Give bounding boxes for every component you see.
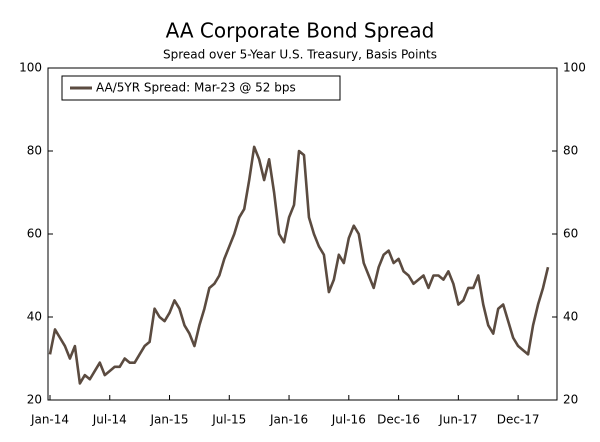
- x-tick-label: Jul-16: [331, 413, 366, 427]
- y2-tick-label: 40: [563, 310, 578, 324]
- y2-tick-label: 80: [563, 144, 578, 158]
- chart-subtitle: Spread over 5-Year U.S. Treasury, Basis …: [163, 48, 437, 62]
- legend-box: [61, 75, 341, 101]
- x-tick-label: Jan-15: [149, 413, 188, 427]
- x-tick-label: Jul-15: [211, 413, 246, 427]
- legend-label: AA/5YR Spread: Mar-23 @ 52 bps: [96, 81, 296, 95]
- y2-tick-label: 100: [563, 61, 586, 75]
- data-line: [48, 145, 550, 385]
- x-tick-label: Dec-16: [377, 413, 420, 427]
- y2-tick-label: 60: [563, 227, 578, 241]
- x-tick-label: Jul-14: [92, 413, 127, 427]
- y2-tick-label: 20: [563, 393, 578, 407]
- plot-frame: [47, 67, 558, 401]
- x-tick-label: Jun-17: [438, 413, 477, 427]
- chart-title: AA Corporate Bond Spread: [166, 19, 435, 43]
- y-tick-label: 80: [27, 144, 42, 158]
- x-tick-label: Dec-17: [497, 413, 540, 427]
- x-tick-label: Jan-16: [269, 413, 308, 427]
- y-tick-label: 100: [19, 61, 42, 75]
- y-tick-label: 40: [27, 310, 42, 324]
- y-tick-label: 20: [27, 393, 42, 407]
- y-tick-label: 60: [27, 227, 42, 241]
- x-tick-label: Jan-14: [30, 413, 69, 427]
